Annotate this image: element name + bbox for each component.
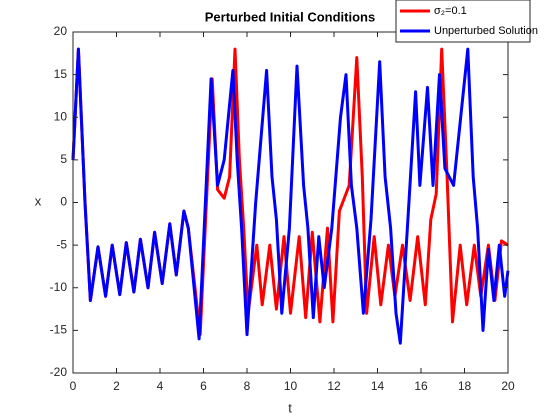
y-tick-label: -5	[56, 237, 67, 251]
x-axis-label: t	[288, 400, 292, 415]
y-tick-label: -10	[50, 280, 68, 294]
x-tick-label: 16	[414, 379, 428, 393]
y-tick-label: 20	[54, 24, 68, 38]
x-tick-label: 20	[501, 379, 515, 393]
x-tick-label: 4	[157, 379, 164, 393]
y-tick-label: -15	[50, 323, 68, 337]
legend-label: Unperturbed Solution	[434, 25, 538, 37]
chart-title: Perturbed Initial Conditions	[205, 9, 375, 24]
y-tick-label: 0	[60, 195, 67, 209]
x-tick-label: 14	[371, 379, 385, 393]
y-tick-label: 5	[60, 152, 67, 166]
y-tick-label: -20	[50, 365, 68, 379]
x-tick-label: 12	[327, 379, 341, 393]
legend-box	[395, 0, 531, 43]
x-tick-label: 8	[244, 379, 251, 393]
x-tick-label: 18	[458, 379, 472, 393]
series-line	[71, 47, 510, 345]
x-tick-label: 0	[70, 379, 77, 393]
x-tick-label: 6	[200, 379, 207, 393]
y-axis-label: x	[35, 193, 42, 208]
x-tick-label: 10	[284, 379, 298, 393]
legend-label: σ₂=0.1	[434, 5, 467, 17]
y-tick-label: 10	[54, 109, 68, 123]
y-tick-label: 15	[54, 67, 68, 81]
x-tick-label: 2	[113, 379, 120, 393]
